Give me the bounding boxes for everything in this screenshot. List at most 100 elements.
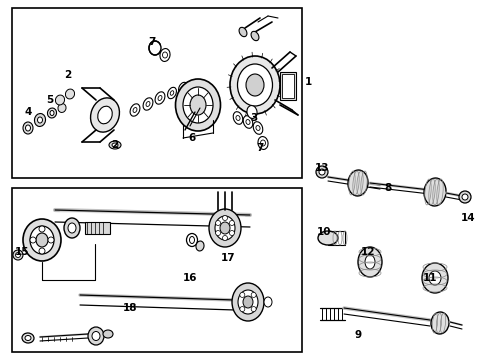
Circle shape <box>315 166 327 178</box>
Ellipse shape <box>130 104 140 116</box>
Text: 9: 9 <box>354 330 361 340</box>
Circle shape <box>30 237 36 243</box>
Ellipse shape <box>190 95 205 115</box>
Circle shape <box>251 292 256 297</box>
Ellipse shape <box>245 120 249 125</box>
Text: 13: 13 <box>314 163 328 173</box>
Ellipse shape <box>250 31 259 41</box>
Ellipse shape <box>155 92 164 104</box>
Text: 10: 10 <box>316 227 330 237</box>
Circle shape <box>318 169 325 175</box>
Text: 15: 15 <box>15 247 29 257</box>
Ellipse shape <box>68 223 76 233</box>
Ellipse shape <box>50 111 54 116</box>
Ellipse shape <box>264 297 271 307</box>
Text: 17: 17 <box>220 253 235 263</box>
Text: 7: 7 <box>148 37 155 47</box>
Ellipse shape <box>229 56 280 114</box>
Text: 4: 4 <box>24 107 32 117</box>
Circle shape <box>215 230 220 235</box>
Ellipse shape <box>238 290 258 314</box>
Ellipse shape <box>30 226 54 254</box>
Ellipse shape <box>231 283 264 321</box>
Ellipse shape <box>103 330 113 338</box>
Ellipse shape <box>186 234 197 247</box>
Text: 7: 7 <box>256 143 263 153</box>
Ellipse shape <box>233 112 242 124</box>
Ellipse shape <box>160 49 170 62</box>
Ellipse shape <box>65 89 74 99</box>
Ellipse shape <box>158 95 162 100</box>
Text: 6: 6 <box>188 133 195 143</box>
Text: 3: 3 <box>250 113 257 123</box>
Ellipse shape <box>38 117 42 123</box>
Text: 18: 18 <box>122 303 137 313</box>
Ellipse shape <box>245 74 264 96</box>
Ellipse shape <box>237 64 272 106</box>
Ellipse shape <box>92 332 100 341</box>
Ellipse shape <box>347 170 367 196</box>
Ellipse shape <box>208 209 241 247</box>
Ellipse shape <box>175 79 220 131</box>
Ellipse shape <box>243 296 252 308</box>
Ellipse shape <box>239 27 246 37</box>
Ellipse shape <box>34 113 45 126</box>
Ellipse shape <box>64 218 80 238</box>
Ellipse shape <box>215 216 235 240</box>
Ellipse shape <box>260 140 265 146</box>
Text: 8: 8 <box>384 183 391 193</box>
Ellipse shape <box>58 104 66 112</box>
Ellipse shape <box>253 122 262 134</box>
Ellipse shape <box>133 108 137 112</box>
Circle shape <box>239 307 244 311</box>
Text: 2: 2 <box>111 140 119 150</box>
Ellipse shape <box>25 336 31 341</box>
Bar <box>85 222 110 234</box>
Ellipse shape <box>181 86 184 90</box>
Ellipse shape <box>317 231 337 245</box>
Ellipse shape <box>146 102 150 107</box>
Ellipse shape <box>255 126 260 130</box>
Ellipse shape <box>167 87 176 99</box>
Ellipse shape <box>109 141 121 149</box>
Ellipse shape <box>55 95 64 105</box>
Text: 14: 14 <box>460 213 474 223</box>
Bar <box>12 8 302 178</box>
Ellipse shape <box>88 327 104 345</box>
Ellipse shape <box>428 271 440 285</box>
Text: 5: 5 <box>46 95 54 105</box>
Ellipse shape <box>258 136 267 149</box>
Ellipse shape <box>36 233 48 247</box>
Circle shape <box>458 191 470 203</box>
Ellipse shape <box>235 116 240 121</box>
Ellipse shape <box>183 87 213 123</box>
Ellipse shape <box>364 255 374 269</box>
Ellipse shape <box>23 122 33 134</box>
Ellipse shape <box>170 91 173 95</box>
Circle shape <box>239 292 244 297</box>
Ellipse shape <box>25 125 30 131</box>
Bar <box>12 188 302 352</box>
Ellipse shape <box>98 106 112 124</box>
Circle shape <box>251 307 256 311</box>
Circle shape <box>215 220 220 225</box>
Ellipse shape <box>22 333 34 343</box>
Circle shape <box>461 194 467 200</box>
Circle shape <box>16 252 20 257</box>
Text: 11: 11 <box>422 273 436 283</box>
Ellipse shape <box>162 52 167 58</box>
Circle shape <box>222 235 227 240</box>
Circle shape <box>39 248 45 254</box>
Ellipse shape <box>90 98 119 132</box>
Ellipse shape <box>143 98 153 110</box>
Ellipse shape <box>149 41 161 55</box>
Bar <box>280 72 295 100</box>
Ellipse shape <box>47 108 57 118</box>
Text: 12: 12 <box>360 247 374 257</box>
Ellipse shape <box>246 105 257 118</box>
Ellipse shape <box>196 241 203 251</box>
Ellipse shape <box>357 247 381 277</box>
Ellipse shape <box>178 82 187 94</box>
Circle shape <box>229 220 234 225</box>
Text: 1: 1 <box>304 77 311 87</box>
